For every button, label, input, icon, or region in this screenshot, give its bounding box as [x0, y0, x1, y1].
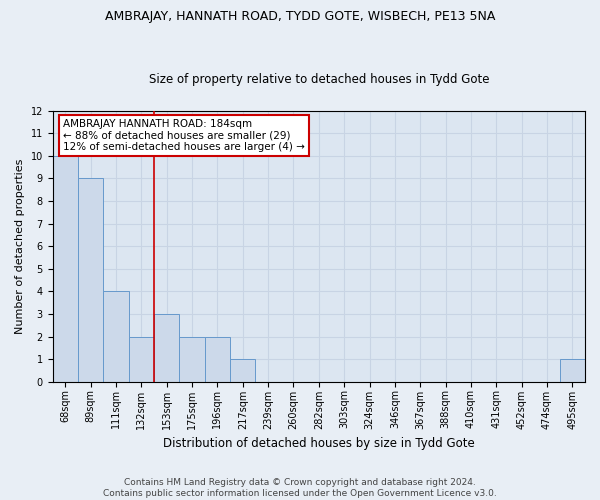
X-axis label: Distribution of detached houses by size in Tydd Gote: Distribution of detached houses by size … — [163, 437, 475, 450]
Bar — [129, 336, 154, 382]
Y-axis label: Number of detached properties: Number of detached properties — [15, 158, 25, 334]
Bar — [560, 359, 585, 382]
Text: AMBRAJAY, HANNATH ROAD, TYDD GOTE, WISBECH, PE13 5NA: AMBRAJAY, HANNATH ROAD, TYDD GOTE, WISBE… — [105, 10, 495, 23]
Bar — [154, 314, 179, 382]
Bar — [230, 359, 256, 382]
Bar — [53, 156, 78, 382]
Bar — [205, 336, 230, 382]
Text: Contains HM Land Registry data © Crown copyright and database right 2024.
Contai: Contains HM Land Registry data © Crown c… — [103, 478, 497, 498]
Bar — [78, 178, 103, 382]
Text: AMBRAJAY HANNATH ROAD: 184sqm
← 88% of detached houses are smaller (29)
12% of s: AMBRAJAY HANNATH ROAD: 184sqm ← 88% of d… — [63, 119, 305, 152]
Bar — [179, 336, 205, 382]
Bar — [103, 292, 129, 382]
Title: Size of property relative to detached houses in Tydd Gote: Size of property relative to detached ho… — [149, 73, 489, 86]
